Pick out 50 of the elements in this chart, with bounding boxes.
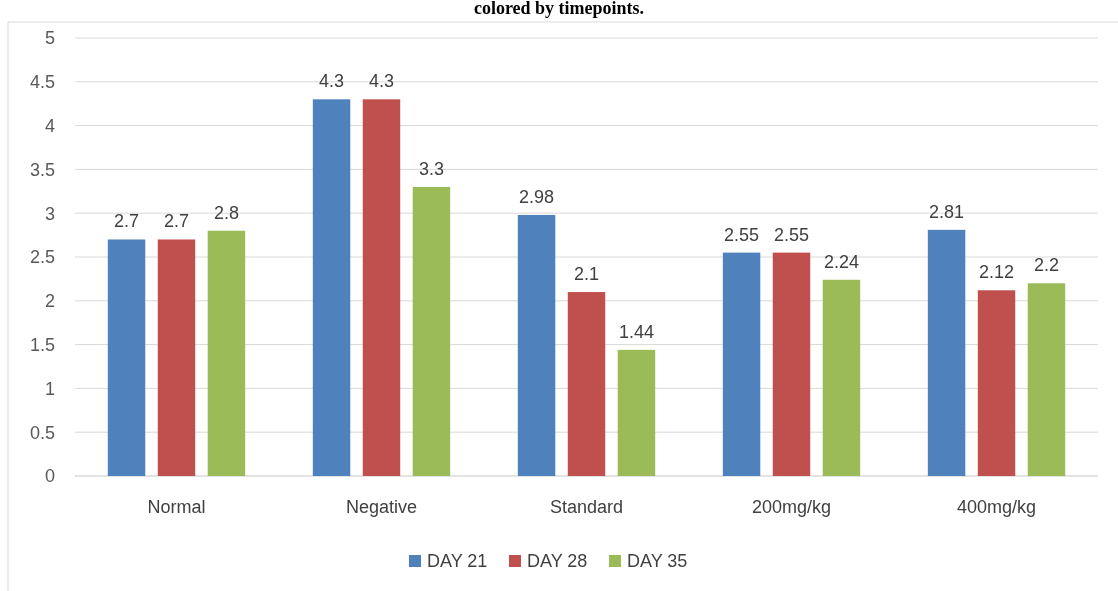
x-tick-label: Normal [147, 497, 206, 517]
data-label: 2.24 [823, 251, 859, 272]
bar [517, 214, 556, 476]
bar [927, 229, 966, 476]
data-label: 2.8 [213, 202, 239, 223]
data-label: 2.7 [114, 211, 140, 232]
bar [722, 252, 761, 476]
x-tick-label: 400mg/kg [956, 497, 1037, 517]
data-label: 2.55 [773, 224, 810, 245]
data-label: 4.3 [368, 71, 395, 92]
data-label: 2.1 [573, 264, 600, 285]
x-tick-label: Negative [345, 497, 418, 517]
data-label: 4.3 [319, 71, 345, 92]
bar [772, 252, 811, 476]
bar [157, 239, 196, 476]
x-tick-label: 200mg/kg [751, 497, 832, 517]
legend-label: DAY 35 [627, 551, 688, 572]
bar [312, 99, 351, 476]
data-label: 2.55 [724, 224, 760, 245]
y-tick-label: 0.5 [29, 422, 55, 443]
y-tick-label: 5 [44, 28, 55, 49]
y-tick-label: 4 [44, 115, 55, 136]
data-label: 3.3 [418, 158, 444, 179]
bar [1027, 283, 1066, 476]
y-tick-label: 3 [44, 203, 55, 224]
data-label: 2.7 [163, 211, 189, 232]
data-label: 2.98 [519, 186, 555, 207]
y-tick-label: 3.5 [29, 159, 55, 180]
x-tick-label: Standard [549, 497, 624, 517]
y-tick-label: 4.5 [29, 72, 55, 93]
y-tick-label: 1.5 [29, 334, 55, 355]
legend-label: DAY 28 [527, 551, 588, 572]
bar [412, 186, 451, 476]
y-tick-label: 1 [44, 378, 55, 399]
bar [617, 349, 656, 476]
bar [567, 292, 606, 476]
y-tick-label: 2 [44, 291, 55, 312]
bar [207, 230, 246, 476]
y-tick-label: 2.5 [29, 247, 55, 268]
bar [822, 279, 861, 476]
data-label: 2.12 [979, 262, 1015, 283]
data-label: 2.81 [929, 201, 965, 222]
y-tick-label: 0 [44, 466, 55, 487]
data-label: 1.44 [618, 321, 654, 342]
bar [977, 290, 1016, 476]
bar [107, 239, 146, 476]
chart-title: colored by timepoints. [473, 0, 645, 18]
bar [362, 99, 401, 476]
legend-label: DAY 21 [427, 551, 488, 572]
data-label: 2.2 [1033, 255, 1059, 276]
